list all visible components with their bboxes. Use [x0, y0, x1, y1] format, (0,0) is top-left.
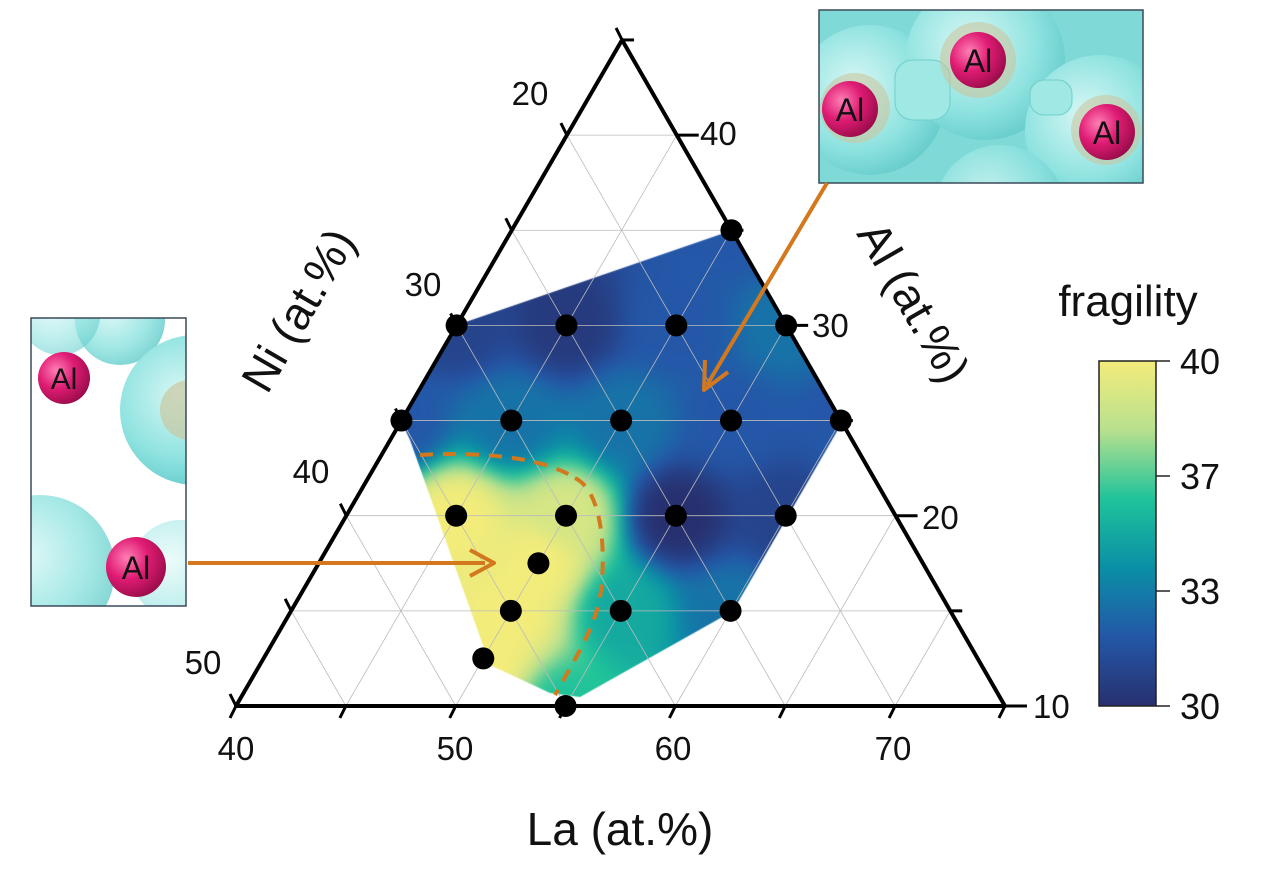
data-point: [774, 504, 797, 527]
grid-line-ni: [511, 230, 786, 707]
la-tick: [338, 705, 348, 719]
data-point: [499, 599, 522, 622]
la-tick: [228, 705, 238, 719]
colorbar-tick-37: 37: [1180, 456, 1220, 497]
al-tick-10: 10: [1033, 688, 1070, 725]
arrow-left-inset: [188, 548, 496, 578]
data-point: [445, 504, 468, 527]
data-point: [554, 695, 577, 717]
left-structure-inset: Al Al: [30, 317, 187, 607]
atom-label: Al: [964, 43, 992, 79]
la-tick: [997, 705, 1007, 719]
data-point: [472, 647, 495, 670]
la-tick: [668, 705, 677, 719]
ni-tick: [559, 122, 569, 136]
al-tick-40: 40: [700, 115, 737, 152]
al-atom: [950, 32, 1006, 88]
colorbar-tick-33: 33: [1180, 571, 1220, 612]
atom-label: Al: [122, 550, 150, 586]
al-atom: [1079, 104, 1135, 160]
ni-tick: [504, 217, 514, 231]
high-fragility-boundary: [419, 452, 605, 696]
grid-line-la: [455, 230, 732, 707]
data-point: [720, 409, 742, 432]
la-tick-70: 70: [875, 730, 912, 767]
al-atom: [106, 537, 166, 597]
data-point: [500, 409, 523, 432]
al-tick-20: 20: [922, 499, 959, 536]
data-point: [610, 409, 633, 432]
data-point: [829, 409, 852, 432]
la-tick: [777, 705, 787, 719]
ni-tick: [228, 693, 238, 707]
grid-line-ni: [345, 515, 457, 707]
atom-label: Al: [836, 92, 864, 128]
grid-line-la: [675, 420, 842, 707]
data-point: [445, 314, 468, 337]
top-right-structure-inset: Al Al Al: [818, 9, 1144, 184]
atom-label: Al: [51, 363, 78, 396]
colorbar-tick-30: 30: [1180, 686, 1220, 727]
data-point: [527, 552, 550, 575]
data-point: [665, 314, 688, 337]
la-tick-60: 60: [655, 730, 692, 767]
ni-tick-30: 30: [405, 266, 442, 303]
ni-tick-50: 50: [185, 644, 222, 681]
data-point: [775, 314, 798, 337]
al-axis-title: Al (at.%): [847, 213, 980, 392]
data-point: [555, 314, 578, 337]
data-point: [609, 599, 632, 622]
data-point: [390, 409, 413, 432]
ni-tick: [338, 503, 348, 517]
colorbar-tick-40: 40: [1180, 341, 1220, 382]
ternary-frame: [234, 37, 1007, 708]
atom-label: Al: [1093, 115, 1121, 151]
colorbar-title: fragility: [1058, 277, 1197, 326]
la-tick-40: 40: [218, 730, 255, 767]
la-tick: [887, 705, 897, 719]
data-points: [390, 219, 852, 717]
la-axis-title: La (at.%): [527, 803, 714, 855]
la-tick: [448, 705, 458, 719]
al-atom: [822, 81, 878, 137]
ni-axis-title: Ni (at.%): [231, 220, 365, 401]
grid-line-ni: [290, 610, 347, 707]
data-point: [719, 599, 742, 622]
al-atom: [38, 352, 90, 404]
la-tick-50: 50: [437, 730, 474, 767]
colorbar: [1098, 360, 1157, 707]
ni-tick: [614, 27, 624, 41]
ticks: [228, 27, 1027, 719]
ni-tick-20: 20: [512, 75, 549, 112]
data-point: [720, 219, 743, 242]
ni-tick-40: 40: [293, 453, 330, 490]
arrow-top-right-inset: [702, 181, 829, 392]
al-tick-30: 30: [812, 307, 849, 344]
grid-line-la: [894, 610, 951, 707]
ni-tick: [283, 598, 293, 612]
data-point: [555, 504, 577, 527]
data-point: [664, 504, 687, 527]
